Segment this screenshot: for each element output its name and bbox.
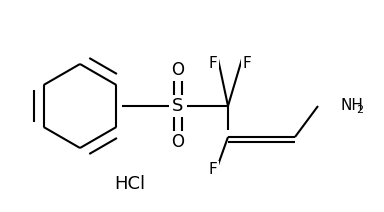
Text: S: S (172, 97, 184, 115)
Text: F: F (243, 57, 252, 71)
Text: NH: NH (340, 99, 363, 113)
Text: O: O (172, 133, 184, 151)
Text: F: F (209, 57, 217, 71)
Text: F: F (209, 163, 217, 177)
Text: HCl: HCl (114, 175, 146, 193)
Text: 2: 2 (356, 105, 364, 115)
Text: O: O (172, 61, 184, 79)
